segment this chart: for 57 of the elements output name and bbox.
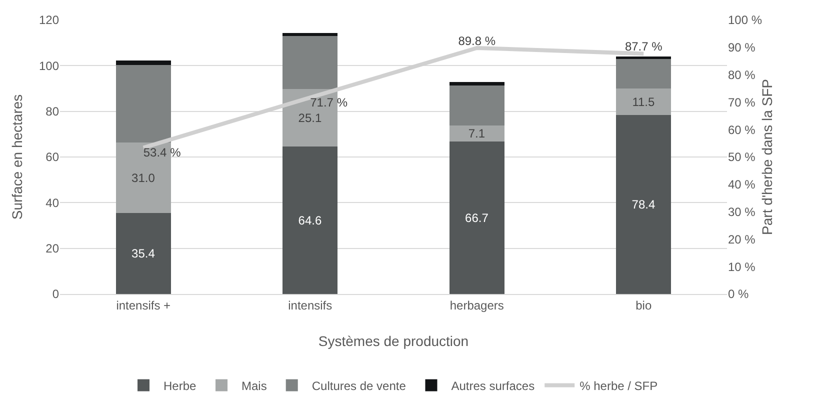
y2-tick-label: 80 % [728, 68, 756, 82]
y2-tick-label: 10 % [728, 260, 756, 274]
y-tick-label: 100 [38, 58, 60, 73]
data-label: 89.8 % [458, 34, 496, 48]
data-label: 7.1 [468, 126, 486, 141]
data-label: 11.5 [632, 94, 656, 109]
bar [449, 142, 504, 294]
y2-tick-label: 70 % [728, 95, 756, 110]
data-label: 25.1 [298, 110, 322, 125]
bar [116, 213, 171, 294]
y2-tick-label: 50 % [728, 150, 756, 164]
data-label: 87.7 % [624, 40, 663, 54]
y2-tick-label: 90 % [728, 40, 756, 55]
x-tick-label: intensifs [288, 298, 332, 312]
legend-label: Cultures de vente [312, 378, 406, 393]
x-axis-title: Systèmes de production [318, 333, 469, 349]
x-tick-label: herbagers [450, 298, 504, 312]
data-label: 66.7 [465, 210, 489, 225]
bar [282, 32, 338, 36]
bar [282, 146, 338, 294]
data-label: 31.0 [132, 170, 156, 185]
y-tick-label: 20 [46, 242, 60, 256]
y-tick-label: 40 [46, 196, 60, 210]
y2-tick-label: 0 % [728, 287, 750, 302]
y2-tick-label: 20 % [728, 232, 756, 246]
bar [449, 86, 504, 126]
legend-label: Mais [242, 378, 267, 393]
data-label: 64.6 [298, 213, 322, 228]
y-tick-label: 0 [52, 287, 60, 302]
bar [116, 65, 171, 142]
x-tick-label: intensifs + [116, 298, 171, 312]
y2-tick-label: 30 % [728, 205, 756, 219]
y2-tick-label: 60 % [728, 122, 756, 137]
data-label: 78.4 [632, 197, 656, 212]
bar [116, 142, 171, 214]
bar [616, 88, 672, 115]
y2-tick-label: 100 % [728, 13, 762, 28]
bar [116, 60, 171, 66]
bar [616, 58, 672, 89]
y-tick-label: 80 [46, 104, 60, 119]
bar [449, 82, 504, 86]
y-tick-label: 120 [38, 13, 60, 28]
bar [616, 56, 672, 59]
x-tick-label: bio [636, 298, 652, 312]
legend-label: % herbe / SFP [580, 378, 658, 393]
data-label: 53.4 % [143, 146, 182, 160]
legend-label: Autres surfaces [451, 378, 535, 393]
y2-tick-label: 40 % [728, 178, 756, 192]
bar [449, 125, 504, 142]
bar [616, 114, 672, 294]
data-label: 35.4 [132, 246, 156, 261]
data-label: 71.7 % [310, 96, 348, 110]
bar [282, 36, 338, 90]
legend-label: Herbe [164, 378, 197, 393]
y-tick-label: 60 [46, 150, 60, 164]
y2-axis-title: Part d'herbe dans la SFP [759, 79, 775, 235]
y-axis-title: Surface en hectares [9, 94, 25, 220]
